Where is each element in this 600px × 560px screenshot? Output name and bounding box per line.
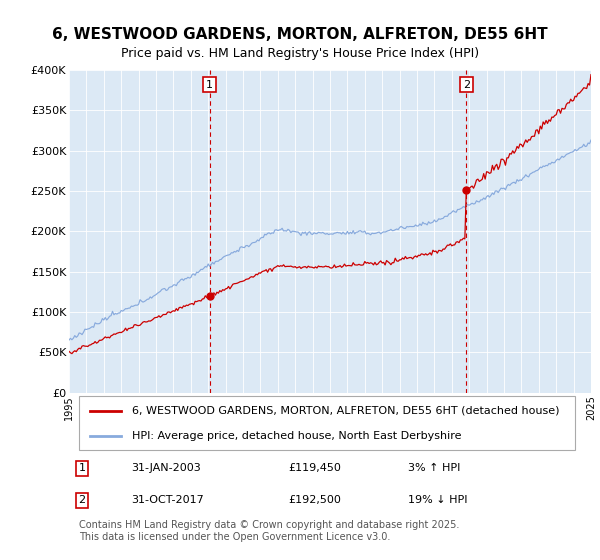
Text: 1: 1: [206, 80, 213, 90]
Text: 19% ↓ HPI: 19% ↓ HPI: [409, 495, 468, 505]
Text: £119,450: £119,450: [288, 463, 341, 473]
Text: £192,500: £192,500: [288, 495, 341, 505]
FancyBboxPatch shape: [79, 395, 575, 450]
Text: 6, WESTWOOD GARDENS, MORTON, ALFRETON, DE55 6HT: 6, WESTWOOD GARDENS, MORTON, ALFRETON, D…: [52, 27, 548, 42]
Text: HPI: Average price, detached house, North East Derbyshire: HPI: Average price, detached house, Nort…: [131, 431, 461, 441]
Text: 1: 1: [79, 463, 86, 473]
Text: Contains HM Land Registry data © Crown copyright and database right 2025.
This d: Contains HM Land Registry data © Crown c…: [79, 520, 460, 542]
Text: 31-JAN-2003: 31-JAN-2003: [131, 463, 202, 473]
Text: Price paid vs. HM Land Registry's House Price Index (HPI): Price paid vs. HM Land Registry's House …: [121, 46, 479, 60]
Text: 2: 2: [79, 495, 86, 505]
Text: 6, WESTWOOD GARDENS, MORTON, ALFRETON, DE55 6HT (detached house): 6, WESTWOOD GARDENS, MORTON, ALFRETON, D…: [131, 405, 559, 416]
Text: 2: 2: [463, 80, 470, 90]
Text: 3% ↑ HPI: 3% ↑ HPI: [409, 463, 461, 473]
Text: 31-OCT-2017: 31-OCT-2017: [131, 495, 205, 505]
